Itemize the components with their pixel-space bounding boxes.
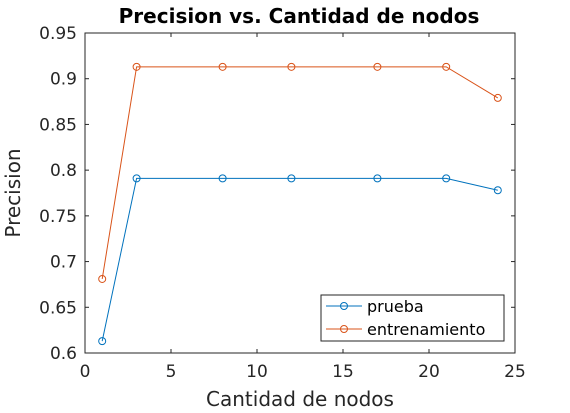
legend-label-prueba: prueba — [367, 297, 424, 316]
x-tick-label: 10 — [246, 362, 268, 382]
data-point-prueba — [373, 174, 382, 183]
x-tick-label: 5 — [166, 362, 177, 382]
data-point-entrenamiento — [493, 93, 502, 102]
y-tick-label: 0.6 — [50, 344, 77, 364]
series-layer — [98, 62, 502, 346]
data-point-prueba — [98, 337, 107, 346]
data-point-entrenamiento — [373, 62, 382, 71]
axis-ticks: 0 5 10 15 20 25 0.6 0.65 0.7 0.75 0.8 0.85 0.9 0.95 — [39, 24, 526, 382]
data-point-entrenamiento — [218, 62, 227, 71]
y-tick-label: 0.65 — [39, 298, 77, 318]
data-point-prueba — [493, 186, 502, 195]
x-tick-label: 0 — [80, 362, 91, 382]
legend-marker-prueba — [340, 302, 348, 310]
y-tick-label: 0.9 — [50, 70, 77, 90]
series-line-prueba — [101, 177, 498, 342]
x-tick-label: 20 — [418, 362, 440, 382]
y-tick-label: 0.8 — [50, 161, 77, 181]
legend-box — [320, 294, 505, 342]
data-point-entrenamiento — [132, 62, 141, 71]
y-axis-label: Precision — [1, 148, 25, 237]
y-tick-label: 0.75 — [39, 207, 77, 227]
x-tick-label: 25 — [504, 362, 526, 382]
data-point-entrenamiento — [287, 62, 296, 71]
data-point-prueba — [218, 174, 227, 183]
data-point-prueba — [132, 174, 141, 183]
chart-title: Precision vs. Cantidad de nodos — [119, 4, 480, 28]
y-tick-label: 0.95 — [39, 24, 77, 44]
x-tick-label: 15 — [332, 362, 354, 382]
y-tick-label: 0.85 — [39, 115, 77, 135]
data-point-prueba — [442, 174, 451, 183]
legend-marker-entrenamiento — [340, 325, 348, 333]
legend-label-entrenamiento: entrenamiento — [367, 320, 485, 339]
data-point-prueba — [287, 174, 296, 183]
data-point-entrenamiento — [442, 62, 451, 71]
series-line-entrenamiento — [101, 66, 499, 280]
legend: prueba entrenamiento — [320, 294, 505, 342]
y-tick-label: 0.7 — [50, 253, 77, 273]
data-point-entrenamiento — [98, 274, 107, 283]
x-axis-label: Cantidad de nodos — [206, 387, 394, 411]
